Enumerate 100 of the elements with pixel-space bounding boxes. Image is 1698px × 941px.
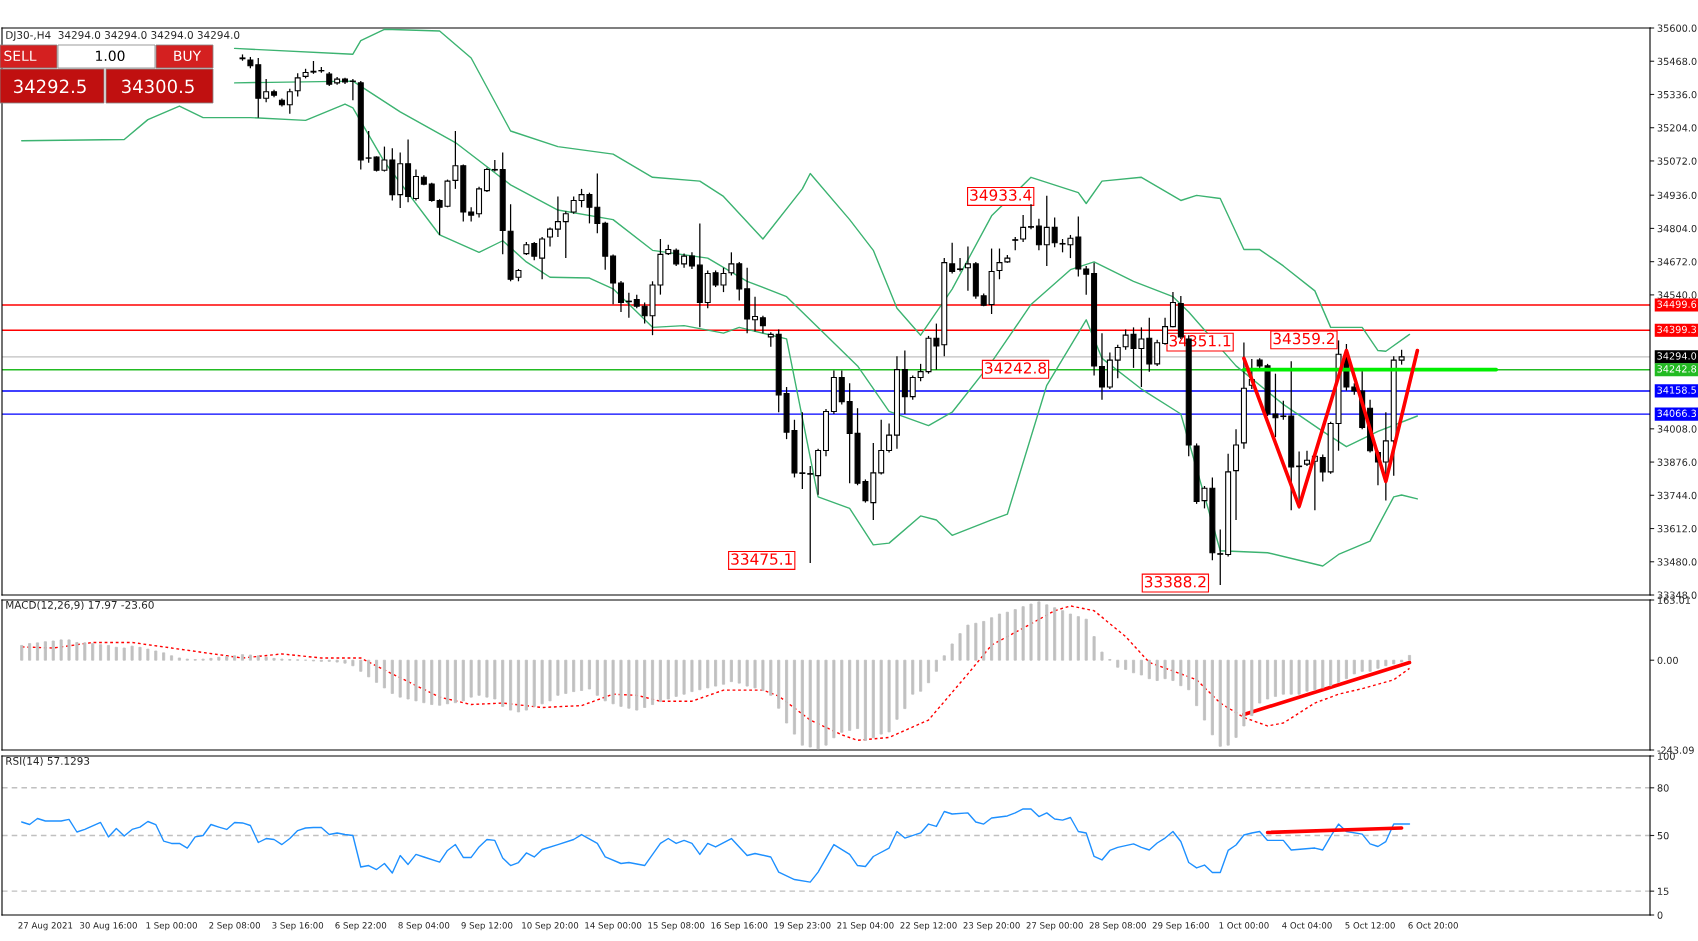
bar bbox=[430, 659, 434, 705]
x-tick-label: 1 Sep 00:00 bbox=[146, 922, 197, 931]
candlestick bbox=[294, 72, 301, 98]
y-tick-label: 33480.0 bbox=[1657, 558, 1697, 566]
bar bbox=[674, 659, 678, 697]
y-tick-label: 15 bbox=[1658, 887, 1669, 895]
bar bbox=[35, 642, 40, 661]
bar bbox=[1266, 659, 1270, 700]
candlestick bbox=[1303, 450, 1310, 467]
bar bbox=[453, 659, 457, 704]
y-tick-label: 33876.0 bbox=[1657, 458, 1697, 466]
candlestick bbox=[531, 241, 538, 261]
bar bbox=[1392, 659, 1396, 665]
bar bbox=[974, 622, 978, 661]
bar bbox=[990, 617, 994, 661]
bar bbox=[950, 643, 954, 661]
candlestick bbox=[1083, 265, 1090, 296]
bar bbox=[1045, 604, 1049, 661]
bar bbox=[729, 659, 733, 683]
line-series bbox=[233, 80, 1419, 448]
bar bbox=[1124, 659, 1128, 670]
bar bbox=[1344, 659, 1348, 680]
bar bbox=[627, 659, 631, 709]
ref-line-label: 34066.3 bbox=[1657, 409, 1697, 417]
bar bbox=[824, 659, 828, 746]
candlestick bbox=[1319, 453, 1326, 483]
bar bbox=[51, 640, 55, 661]
bar bbox=[1076, 616, 1080, 661]
y-tick-label: 0.00 bbox=[1657, 656, 1678, 665]
bar bbox=[461, 659, 465, 702]
bar bbox=[942, 655, 946, 661]
x-tick-label: 6 Sep 22:00 bbox=[335, 922, 387, 931]
candlestick bbox=[349, 78, 356, 101]
bar bbox=[856, 659, 860, 729]
bar bbox=[438, 659, 442, 706]
bar bbox=[398, 659, 402, 698]
bar bbox=[635, 659, 639, 711]
bar bbox=[580, 659, 584, 691]
candlestick bbox=[1028, 203, 1035, 230]
bar bbox=[595, 659, 599, 696]
bar bbox=[1179, 659, 1183, 687]
candlestick bbox=[807, 465, 814, 564]
y-tick-label: 34672.0 bbox=[1657, 258, 1697, 266]
bar bbox=[540, 659, 544, 705]
x-tick-label: 3 Sep 16:00 bbox=[272, 922, 324, 931]
x-tick-label: 1 Oct 00:00 bbox=[1219, 922, 1269, 929]
bar bbox=[1147, 659, 1151, 680]
x-tick-label: 9 Sep 12:00 bbox=[461, 922, 513, 931]
bar bbox=[256, 655, 260, 661]
bar bbox=[75, 642, 79, 661]
bar bbox=[1116, 659, 1120, 668]
bar bbox=[146, 648, 150, 661]
annotation: 34292.5 bbox=[14, 79, 86, 94]
bar bbox=[509, 659, 513, 711]
bar bbox=[714, 659, 718, 687]
y-tick-label: 35336.0 bbox=[1657, 90, 1697, 99]
bar bbox=[611, 659, 615, 705]
y-tick-label: 35072.0 bbox=[1657, 157, 1697, 165]
y-tick-label: 34804.0 bbox=[1657, 224, 1697, 233]
annotation: 34933.4 bbox=[970, 189, 1032, 201]
bar bbox=[1360, 659, 1364, 672]
y-tick-label: 80 bbox=[1657, 784, 1669, 792]
bar bbox=[556, 659, 560, 696]
candlestick bbox=[728, 251, 735, 277]
chart-title: RSI(14) 57.1293 bbox=[6, 756, 90, 767]
bar bbox=[982, 621, 986, 661]
bar bbox=[114, 646, 118, 661]
bar bbox=[1321, 659, 1325, 689]
candlestick bbox=[957, 257, 964, 273]
bar bbox=[1305, 659, 1309, 692]
candlestick bbox=[1043, 195, 1050, 267]
bar bbox=[1281, 659, 1285, 695]
bar bbox=[587, 659, 591, 690]
line-series bbox=[21, 808, 1411, 883]
x-tick-label: 21 Sep 04:00 bbox=[837, 922, 894, 931]
bar bbox=[690, 659, 694, 693]
bar bbox=[698, 659, 702, 691]
y-tick-label: 35468.0 bbox=[1657, 57, 1697, 66]
annotation: 33475.1 bbox=[731, 553, 792, 565]
bar bbox=[390, 659, 394, 694]
bar bbox=[603, 659, 607, 702]
bar bbox=[840, 659, 844, 733]
bar bbox=[1258, 659, 1262, 704]
y-tick-label: -243.09 bbox=[1657, 746, 1694, 754]
bar bbox=[785, 659, 789, 724]
bar bbox=[1068, 613, 1072, 661]
bar bbox=[445, 659, 450, 705]
candlestick bbox=[1051, 216, 1058, 248]
y-tick-label: 33744.0 bbox=[1657, 491, 1697, 500]
candlestick bbox=[562, 210, 569, 259]
candlestick bbox=[1382, 411, 1389, 502]
bar bbox=[548, 659, 552, 702]
annotation: 34359.2 bbox=[1273, 332, 1334, 345]
candlestick bbox=[617, 280, 624, 313]
x-tick-label: 28 Sep 08:00 bbox=[1089, 922, 1146, 931]
bar bbox=[1250, 659, 1254, 717]
bar bbox=[1289, 659, 1293, 695]
bar bbox=[240, 654, 245, 661]
bar bbox=[59, 639, 63, 661]
bar bbox=[264, 656, 268, 661]
